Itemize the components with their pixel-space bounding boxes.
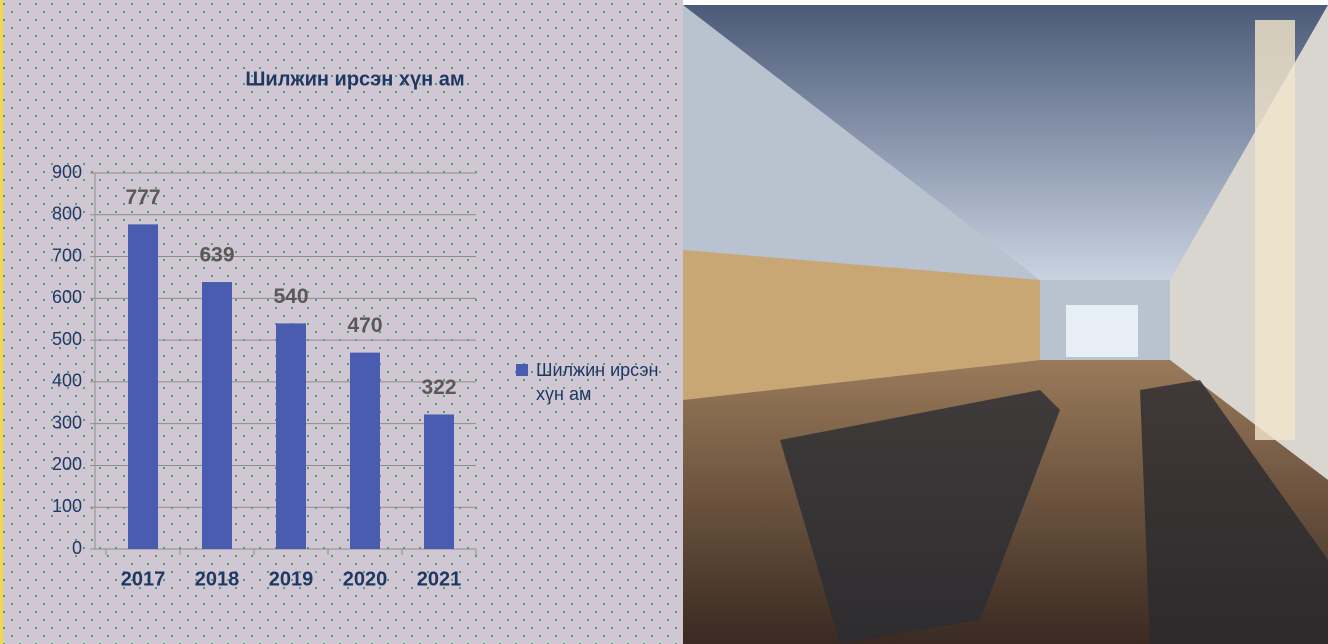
x-tick-label: 2017: [121, 568, 166, 590]
photo-screen: [1066, 305, 1138, 357]
bar: [424, 414, 454, 549]
y-tick-label: 900: [52, 162, 82, 182]
x-tick-label: 2018: [195, 568, 240, 590]
data-label: 777: [125, 186, 160, 209]
y-tick-label: 300: [52, 412, 82, 432]
y-tick-label: 200: [52, 454, 82, 474]
x-tick-label: 2020: [343, 568, 388, 590]
bar: [350, 353, 380, 549]
bar: [276, 323, 306, 549]
data-label: 470: [347, 314, 382, 337]
data-label: 639: [199, 244, 234, 267]
y-tick-label: 800: [52, 204, 82, 224]
y-tick-label: 100: [52, 496, 82, 516]
photo: [683, 5, 1328, 644]
data-label: 322: [421, 376, 456, 399]
bar: [202, 282, 232, 549]
legend-label: Шилжин ирсэн хүн ам: [536, 358, 686, 406]
y-tick-label: 600: [52, 287, 82, 307]
y-tick-label: 500: [52, 329, 82, 349]
y-tick-label: 0: [72, 538, 82, 558]
data-label: 540: [273, 285, 308, 308]
y-tick-label: 700: [52, 245, 82, 265]
photo-window: [1255, 20, 1295, 440]
panel-edge: [0, 0, 3, 644]
y-tick-label: 400: [52, 371, 82, 391]
panel-pattern: [0, 0, 683, 644]
bar: [128, 224, 158, 549]
chart-title: Шилжин ирсэн хүн ам: [245, 68, 464, 90]
x-tick-label: 2019: [269, 568, 314, 590]
chart: Шилжин ирсэн хүн ам 0 100 200 300 400 500 600 7…: [0, 0, 1328, 644]
x-tick-label: 2021: [417, 568, 462, 590]
legend-swatch: [516, 364, 528, 376]
slide: Шилжин ирсэн хүн ам 0 100 200 300 400 500 600 7…: [0, 0, 1328, 644]
